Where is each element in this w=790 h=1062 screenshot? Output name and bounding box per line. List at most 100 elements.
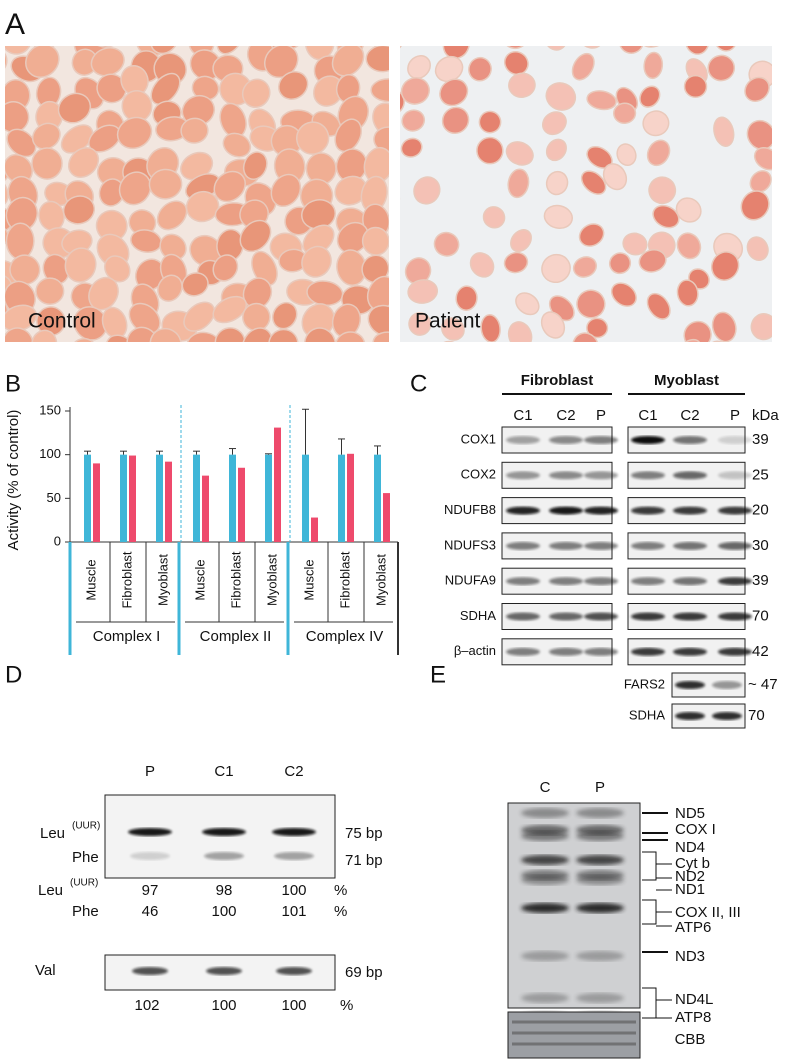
gel-band xyxy=(521,855,569,865)
blot-band xyxy=(673,436,707,444)
blot-band xyxy=(506,647,540,656)
blot-band xyxy=(506,506,540,515)
muscle-fiber xyxy=(31,147,63,180)
blot-band xyxy=(549,647,583,656)
y-tick-label: 100 xyxy=(39,446,61,461)
blot-band xyxy=(132,967,168,975)
muscle-fiber xyxy=(68,147,100,178)
cell-type-header: Fibroblast xyxy=(521,372,594,389)
muscle-fiber xyxy=(541,111,567,136)
blot-band xyxy=(631,471,665,480)
muscle-fiber xyxy=(334,331,366,342)
loading-label: CBB xyxy=(675,1031,706,1048)
category-label: Myoblast xyxy=(155,554,170,606)
blot-band xyxy=(549,541,583,550)
muscle-fiber xyxy=(5,46,8,75)
category-label: Fibroblast xyxy=(228,551,243,608)
muscle-fiber xyxy=(372,102,389,137)
protein-label: SDHA xyxy=(460,608,496,623)
category-label: Fibroblast xyxy=(337,551,352,608)
gel-band xyxy=(521,808,569,818)
kda-label: 70 xyxy=(752,607,769,624)
blot-band xyxy=(506,577,540,586)
muscle-fiber xyxy=(515,292,540,316)
unit: % xyxy=(340,997,353,1014)
muscle-fiber xyxy=(676,232,702,260)
muscle-fiber xyxy=(646,139,671,167)
protein-label: β–actin xyxy=(454,643,496,658)
muscle-fiber xyxy=(604,339,635,370)
muscle-fiber xyxy=(746,236,769,262)
muscle-fiber xyxy=(150,72,181,106)
bar xyxy=(274,427,281,542)
gene-label: ND3 xyxy=(675,948,705,965)
bracket xyxy=(642,851,657,881)
muscle-fiber xyxy=(749,170,772,193)
band-size: 69 bp xyxy=(345,964,383,981)
muscle-fiber xyxy=(116,116,153,150)
quant-name: Leu xyxy=(38,882,63,899)
protein-label: NDUFB8 xyxy=(444,502,496,517)
muscle-fiber xyxy=(586,90,617,111)
unit: % xyxy=(334,882,347,899)
blot-band xyxy=(206,967,242,975)
muscle-fiber xyxy=(270,124,303,157)
muscle-fiber xyxy=(365,46,389,73)
blot-band xyxy=(506,541,540,550)
bar xyxy=(302,454,309,542)
blot-band xyxy=(506,612,540,621)
muscle-fiber xyxy=(5,225,9,253)
blot-band xyxy=(584,541,618,550)
panel-label: B xyxy=(5,370,21,397)
lane-label: C2 xyxy=(680,407,699,424)
muscle-fiber xyxy=(5,175,9,208)
muscle-fiber xyxy=(183,301,216,332)
category-label: Fibroblast xyxy=(119,551,134,608)
blot-band xyxy=(712,712,742,720)
bar xyxy=(311,517,318,542)
y-tick-label: 0 xyxy=(54,533,61,548)
panel-label: E xyxy=(430,661,446,688)
panel-label: C xyxy=(410,370,427,397)
band-superscript: (UUR) xyxy=(72,821,100,832)
muscle-fiber xyxy=(676,279,699,307)
blot-band xyxy=(673,506,707,515)
muscle-fiber xyxy=(639,46,668,48)
band-size: 75 bp xyxy=(345,825,383,842)
blot-band xyxy=(549,436,583,444)
muscle-fiber xyxy=(89,46,126,48)
muscle-fiber xyxy=(586,317,609,339)
muscle-fiber xyxy=(57,92,92,124)
muscle-fiber xyxy=(543,204,573,230)
loading-gel xyxy=(507,1011,641,1059)
muscle-fiber xyxy=(713,116,735,147)
muscle-fiber xyxy=(62,195,96,225)
protein-label: COX2 xyxy=(461,467,496,482)
muscle-fiber xyxy=(239,219,272,253)
blot-band xyxy=(272,828,316,836)
blot-band xyxy=(584,647,618,656)
muscle-fiber xyxy=(707,54,736,82)
bar xyxy=(193,454,200,542)
muscle-fiber xyxy=(70,337,99,342)
blot-band xyxy=(549,471,583,480)
muscle-fiber xyxy=(5,296,9,327)
muscle-fiber xyxy=(469,252,495,278)
muscle-fiber xyxy=(441,106,470,135)
kda-label: 39 xyxy=(752,431,769,448)
muscle-fiber xyxy=(740,190,770,221)
gene-label: ND2 xyxy=(675,868,705,885)
kda-label: ~ 47 xyxy=(748,676,778,693)
muscle-fiber xyxy=(5,46,32,55)
bar xyxy=(338,454,345,542)
blot-band xyxy=(584,436,618,444)
muscle-fiber xyxy=(242,302,271,332)
muscle-fiber xyxy=(580,170,607,195)
gel-band xyxy=(576,903,624,913)
gene-label: ATP6 xyxy=(675,919,711,936)
blot-band xyxy=(584,471,618,480)
muscle-fiber xyxy=(711,311,737,342)
lane-label: C1 xyxy=(638,407,657,424)
muscle-fiber xyxy=(439,78,469,107)
blot-band xyxy=(718,541,752,550)
